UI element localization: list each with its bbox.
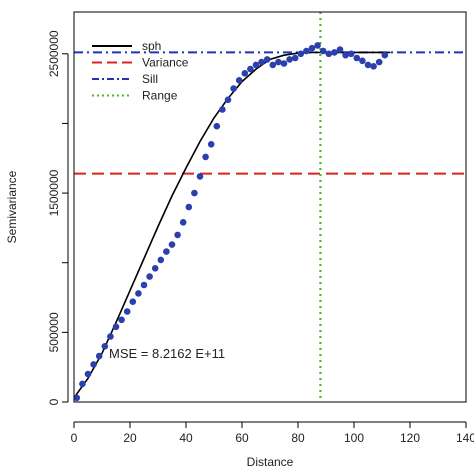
data-point — [185, 203, 193, 211]
y-axis: 0 500000 1500000 2500000 — [47, 30, 69, 405]
legend-label: Sill — [142, 72, 158, 86]
data-point — [381, 51, 389, 59]
data-point — [191, 189, 198, 197]
data-point — [263, 56, 271, 63]
data-point — [140, 281, 148, 289]
reference-lines — [74, 12, 466, 402]
data-point — [224, 96, 232, 104]
data-point — [314, 42, 321, 49]
data-point — [118, 316, 125, 324]
x-tick-label: 140 — [456, 431, 474, 445]
data-point — [347, 50, 355, 58]
data-point — [336, 46, 344, 53]
data-point — [163, 248, 170, 255]
data-point — [303, 47, 310, 55]
data-point — [168, 241, 176, 248]
legend-label: sph — [142, 39, 161, 53]
y-tick-label: 1500000 — [47, 169, 61, 216]
y-tick-label: 500000 — [47, 312, 61, 352]
data-point — [90, 361, 97, 368]
data-point — [112, 323, 120, 331]
data-point — [370, 63, 377, 70]
data-point — [84, 370, 92, 378]
data-point — [286, 56, 293, 63]
data-point — [297, 50, 305, 58]
data-point — [157, 256, 165, 264]
data-point — [275, 58, 282, 66]
data-point — [79, 380, 86, 388]
data-point — [179, 219, 187, 226]
data-point — [219, 106, 226, 113]
data-point — [331, 49, 338, 56]
data-point — [247, 65, 254, 73]
data-point — [325, 50, 333, 58]
data-point — [95, 352, 103, 360]
data-point — [353, 54, 361, 62]
legend-label: Range — [142, 89, 178, 103]
data-point — [235, 77, 243, 84]
y-tick-label: 0 — [47, 398, 61, 405]
data-point — [202, 153, 209, 161]
data-point — [241, 70, 249, 77]
data-point — [230, 85, 237, 92]
data-point — [151, 265, 159, 272]
y-tick-label: 2500000 — [47, 30, 61, 77]
data-point — [123, 308, 131, 315]
data-point — [258, 58, 265, 66]
data-point — [291, 54, 299, 62]
data-point — [129, 298, 137, 306]
data-point — [269, 61, 277, 69]
data-point — [107, 333, 114, 340]
data-point — [308, 44, 316, 52]
x-tick-label: 20 — [123, 431, 137, 445]
data-point — [319, 47, 327, 55]
data-point — [280, 60, 288, 67]
x-tick-label: 60 — [235, 431, 249, 445]
data-point — [101, 343, 109, 350]
x-tick-label: 100 — [344, 431, 364, 445]
x-axis: 0 20 40 60 80 100 120 140 — [71, 421, 474, 445]
mse-annotation: MSE = 8.2162 E+11 — [109, 346, 225, 361]
x-tick-label: 0 — [71, 431, 78, 445]
x-tick-label: 120 — [400, 431, 420, 445]
data-point — [174, 231, 181, 239]
data-point — [359, 57, 366, 65]
x-tick-label: 40 — [179, 431, 193, 445]
y-axis-label: Semivariance — [5, 170, 19, 243]
plot-frame — [73, 11, 467, 403]
x-tick-label: 80 — [291, 431, 305, 445]
data-point — [73, 394, 81, 402]
data-point — [375, 58, 383, 66]
data-point — [213, 122, 221, 130]
data-point — [252, 61, 260, 69]
x-axis-label: Distance — [247, 455, 294, 469]
data-point — [364, 61, 372, 69]
data-point — [342, 51, 349, 59]
legend: sph Variance Sill Range — [92, 39, 189, 103]
data-point — [135, 290, 142, 297]
data-points-group — [73, 42, 389, 402]
data-point — [207, 141, 215, 148]
legend-label: Variance — [142, 56, 189, 70]
data-point — [146, 273, 153, 280]
data-point — [196, 173, 204, 180]
